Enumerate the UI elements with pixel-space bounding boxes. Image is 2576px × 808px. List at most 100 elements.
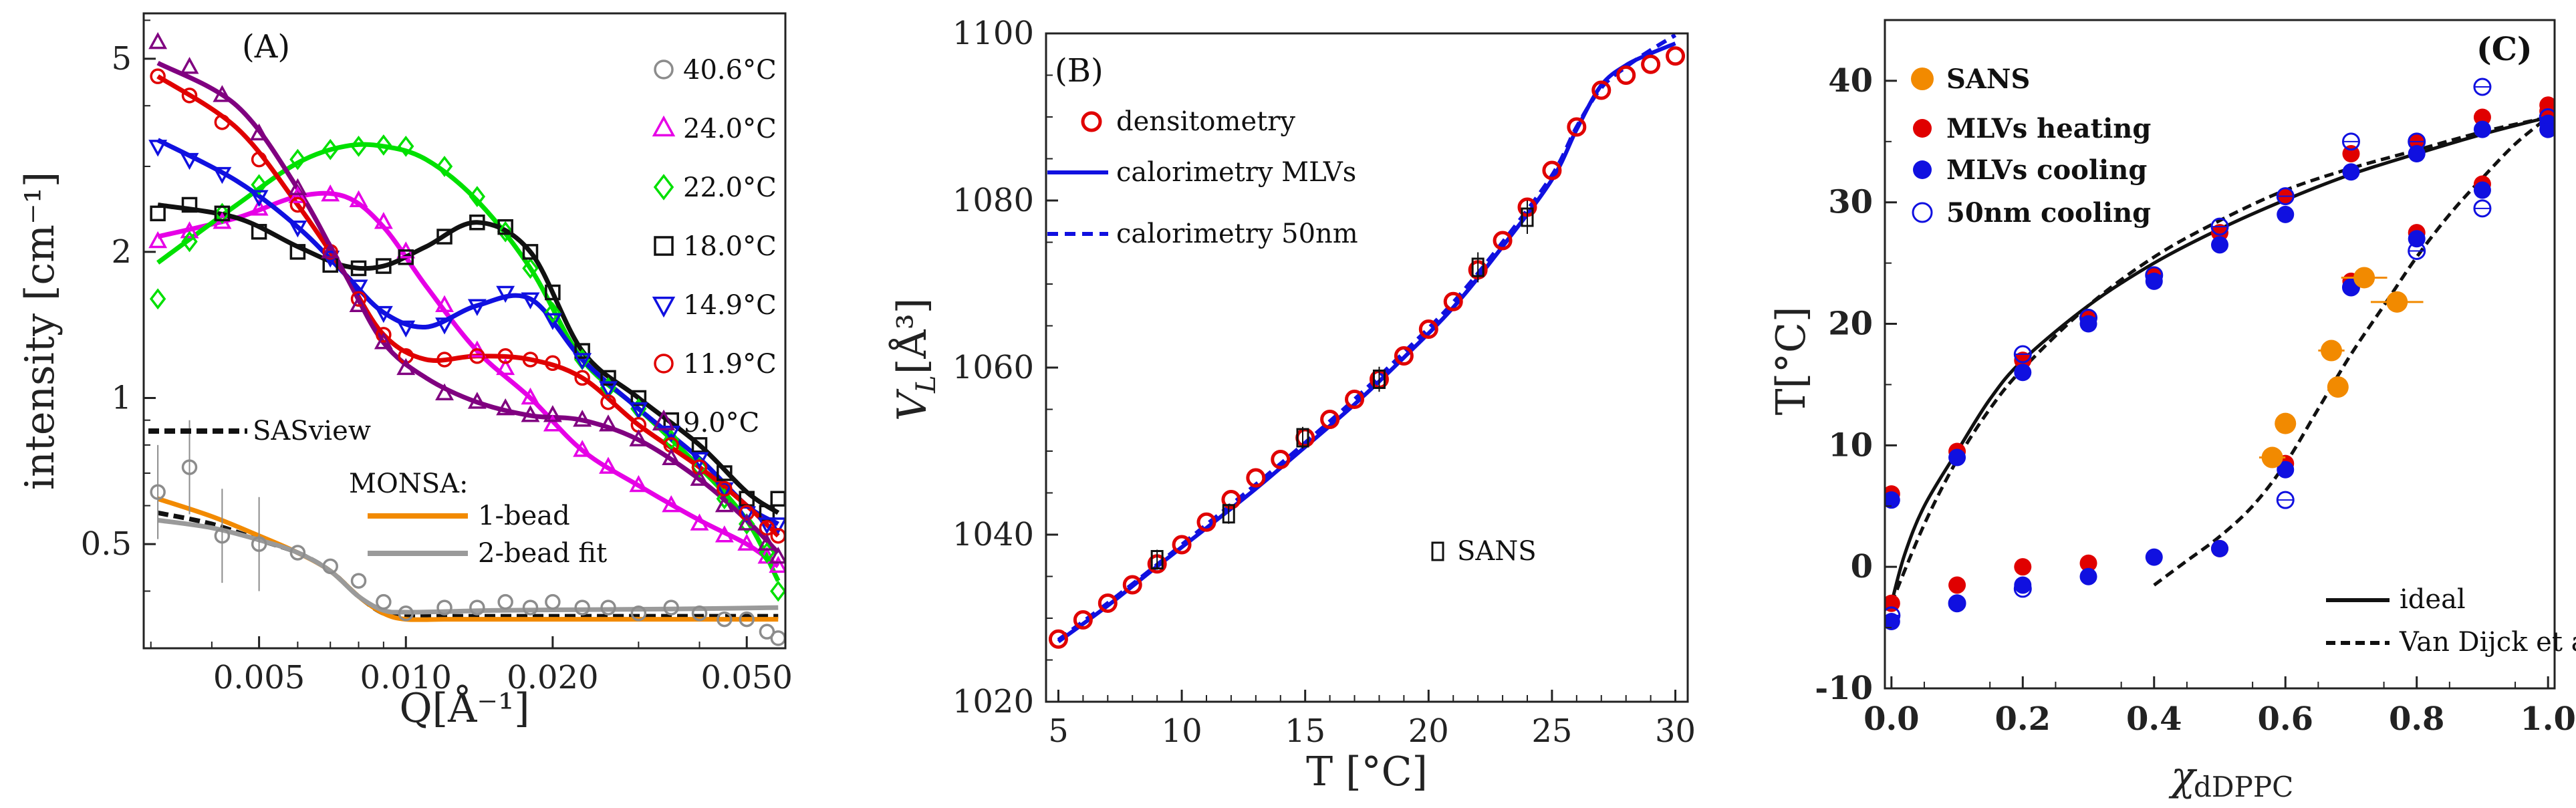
point-40-6-c [759,624,775,640]
b-x-tick-label-10: 10 [1162,712,1202,750]
point-24-0-c [737,533,757,551]
panel-a: 0.005 0.010 0.020 0.050 0.5 1 2 5 (A) Q[Å⁻¹] in… [17,12,793,732]
point-18-0-c [251,224,267,240]
panel-b-xlabel: T [°C] [1306,749,1428,795]
point-40-6-c [350,573,367,589]
point-densitometry [1073,610,1093,630]
point-11-9-c [739,505,755,521]
point-40-6-c [630,605,647,622]
point-22-0-c [350,136,367,157]
point-14-9-c [148,140,168,157]
point-14-9-c [715,482,734,499]
panel-a-xlabel: Q[Å⁻¹] [399,684,529,732]
point-18-0-c [214,205,231,222]
point-sans-c [2353,267,2375,289]
legend-marker-9-0-c [652,409,676,431]
point-densitometry [1048,629,1068,649]
point-mlv-cooling [2079,567,2097,585]
point-14-9-c [349,279,368,297]
point-sans-c [2261,446,2283,468]
point-mlv-cooling [2277,460,2295,479]
point-18-0-c [770,491,785,507]
point-14-9-c [288,220,307,238]
b-y-tick-label-1100: 1100 [952,15,1034,52]
legend-label-11-9-c: 11.9°C [683,349,777,380]
point-24-0-c [148,231,168,249]
legend-50nm-marker [1912,202,1933,223]
point-22-0-c [251,174,267,196]
point-22-0-c [322,138,339,160]
point-densitometry [1172,535,1192,555]
point-9-0-c [321,241,340,259]
point-mlv-heating [2473,108,2491,126]
point-9-0-c [690,468,709,486]
point-18-0-c [289,244,306,260]
point-24-0-c [769,555,785,573]
legend-sasview-label: SASview [253,416,371,446]
panel-a-model-legend: SASview MONSA: 1-bead 2-bead fit [148,416,607,569]
point-11-9-c [545,355,561,372]
point-24-0-c [629,475,648,493]
y-tick-label-0-5: 0.5 [81,525,132,563]
point-mlv-cooling [2014,364,2032,382]
point-9-0-c [213,85,232,102]
legend-marker-11-9-c [654,354,674,374]
point-22-0-c [497,221,514,243]
point-40-6-c [574,599,590,616]
y-tick-label-1: 1 [111,379,132,416]
point-22-0-c [149,288,166,310]
point-9-0-c [288,178,307,195]
point-11-9-c [600,394,616,410]
panel-b-ylabel-v: V [889,388,936,421]
legend-1bead-label: 1-bead [478,501,570,531]
point-mlv-cooling [2145,548,2163,566]
point-mlv-cooling [1885,613,1900,630]
point-mlv-cooling [2014,576,2032,594]
panel-a-ylabel: intensity [cm⁻¹] [17,172,63,490]
point-9-0-c [757,533,777,551]
curve-fit-9-0-c [156,61,780,555]
point-22-0-c [181,231,198,253]
point-9-0-c [396,358,416,376]
legend-50nm-label: 50nm cooling [1946,197,2151,229]
point-18-0-c [436,229,453,245]
point-mlv-cooling [2473,120,2491,138]
point-densitometry [1542,160,1562,180]
panel-a-frame [142,12,787,650]
point-sans [1150,550,1164,569]
point-18-0-c [717,465,733,481]
y-tick-label-2: 2 [111,233,132,271]
point-14-9-c [573,353,592,370]
c-y-tick-label--10: -10 [1815,670,1873,707]
point-22-0-c [214,203,231,225]
point-mlv-cooling [2277,205,2295,223]
point-11-9-c [350,291,367,307]
b-y-tick-label-1060: 1060 [952,349,1034,386]
legend-cal-50-label: calorimetry 50nm [1116,219,1358,249]
legend-marker-14-9-c [652,296,676,318]
point-9-0-c [467,392,487,409]
panel-b-ylabel-sub: L [911,375,942,394]
point-40-6-c [289,545,306,561]
point-14-9-c [543,313,562,330]
point-40-6-c [739,611,755,628]
panel-b: 5 10 15 20 25 30 1020 1040 1060 1080 1100 (B) T [°… [888,15,1696,795]
point-densitometry [1098,593,1118,613]
point-11-9-c [150,68,166,84]
point-18-0-c [522,244,539,260]
point-sans-c [2327,376,2349,398]
point-9-0-c [769,546,785,564]
c-y-tick-label-0: 0 [1851,548,1873,585]
point-40-6-c [545,593,561,610]
point-11-9-c [214,114,231,130]
point-24-0-c [496,358,515,376]
point-14-9-c [435,317,454,335]
legend-label-40-6-c: 40.6°C [683,55,777,86]
point-sans [1296,428,1309,448]
point-9-0-c [249,123,269,141]
point-9-0-c [543,405,562,422]
legend-marker-24-0-c [652,115,676,137]
legend-ideal-label: ideal [2400,584,2466,615]
point-11-9-c [522,352,539,368]
